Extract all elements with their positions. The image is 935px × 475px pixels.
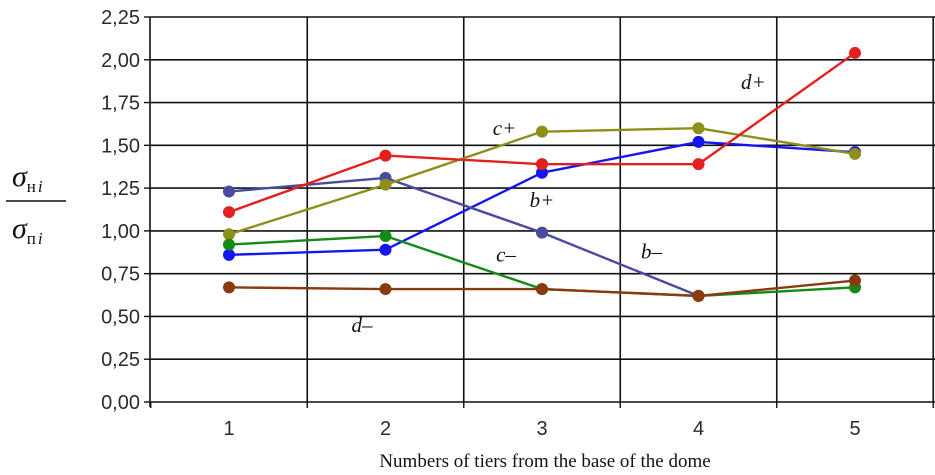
series-layer — [223, 46, 861, 302]
svg-text:σнi: σн i — [12, 160, 43, 196]
data-point — [379, 243, 392, 256]
x-axis-title: Numbers of tiers from the base of the do… — [379, 451, 710, 472]
series-d– — [223, 274, 861, 302]
series-annotations: d+ c+ b+ b– c– d– — [352, 70, 766, 337]
data-point — [223, 185, 235, 198]
data-point — [849, 274, 861, 287]
series-annotation: b+ — [530, 188, 555, 212]
x-tick-label: 3 — [536, 418, 547, 440]
data-point — [379, 230, 392, 243]
data-point — [692, 158, 705, 171]
y-label-denominator-sigma: σ — [12, 212, 28, 245]
y-label-numerator-sub: н — [27, 177, 36, 196]
data-point — [536, 166, 548, 179]
y-axis-label: σн i σп i — [6, 160, 66, 248]
series-annotation: d+ — [741, 70, 766, 94]
data-point — [223, 248, 235, 261]
data-point — [223, 281, 235, 294]
data-point — [692, 289, 705, 302]
x-tick-label: 2 — [380, 418, 391, 440]
series-annotation: d– — [352, 313, 374, 337]
series-annotation: c– — [496, 243, 516, 267]
data-point — [849, 46, 861, 59]
data-point — [223, 238, 235, 251]
y-label-numerator-sigma: σ — [12, 160, 28, 193]
plot-background — [150, 17, 935, 402]
series-d+ — [223, 46, 861, 219]
y-tick-label: 0,25 — [101, 349, 140, 371]
data-point — [379, 178, 392, 191]
data-point — [849, 147, 861, 160]
data-point — [379, 283, 392, 296]
data-point — [692, 122, 705, 135]
y-tick-label: 0,50 — [101, 306, 140, 328]
y-axis-ticks: 0,00 0,25 0,50 0,75 1,00 1,25 1,50 1,75 2,00 2,25 — [101, 7, 150, 414]
series-annotation: b– — [641, 239, 663, 263]
y-tick-label: 1,25 — [101, 178, 140, 200]
data-point — [536, 283, 548, 296]
x-tick-label: 5 — [849, 418, 860, 440]
data-point — [536, 125, 548, 138]
series-c+ — [223, 122, 861, 241]
x-tick-label: 1 — [223, 418, 234, 440]
data-point — [223, 228, 235, 241]
y-tick-label: 2,00 — [101, 50, 140, 72]
y-tick-label: 2,25 — [101, 7, 140, 29]
y-tick-label: 0,75 — [101, 264, 140, 286]
data-point — [379, 149, 392, 162]
y-tick-label: 0,00 — [101, 392, 140, 414]
svg-text:σпi: σп i — [12, 212, 43, 248]
x-tick-label: 4 — [693, 418, 704, 440]
data-point — [536, 226, 548, 239]
data-point — [692, 135, 705, 148]
y-tick-label: 1,00 — [101, 221, 140, 243]
y-label-numerator-sub-i: i — [38, 177, 43, 196]
plot-area — [150, 17, 935, 402]
data-point — [223, 206, 235, 219]
x-axis-ticks: 1 2 3 4 5 — [150, 402, 934, 440]
series-b+ — [223, 135, 861, 261]
y-label-denominator-sub: п — [27, 229, 36, 248]
y-tick-label: 1,75 — [101, 93, 140, 115]
series-annotation: c+ — [493, 116, 517, 140]
y-label-denominator-sub-i: i — [38, 229, 43, 248]
data-point — [536, 158, 548, 171]
y-tick-label: 1,50 — [101, 135, 140, 157]
